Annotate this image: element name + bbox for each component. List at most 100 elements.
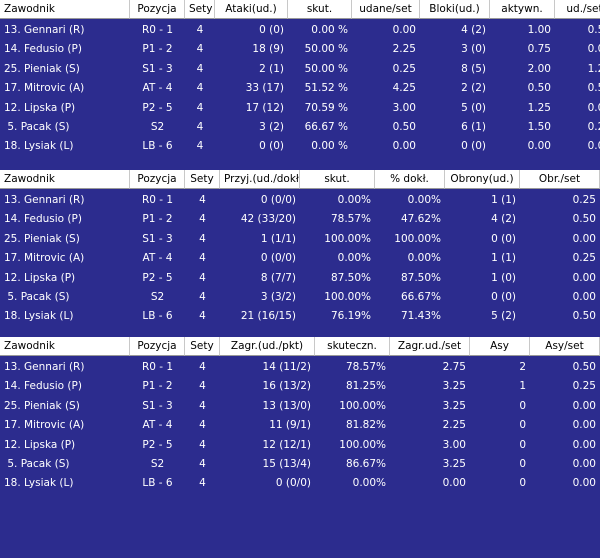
table-cell: 13. Gennari (R) (4, 24, 85, 36)
table-cell: 6 (1) (461, 121, 486, 133)
column-header[interactable]: Zawodnik (0, 0, 130, 19)
table-cell: 0.00 (572, 291, 596, 303)
column-header[interactable]: % dokł. (375, 170, 445, 189)
table-cell: 12. Lipska (P) (4, 438, 76, 451)
table-cell: 0.00 (572, 419, 596, 432)
table-cell: 0.50 (572, 361, 596, 373)
table-cell: 0.00% (407, 252, 441, 265)
column-header[interactable]: Pozycja (130, 0, 185, 19)
table-cell: 3.25 (442, 458, 466, 470)
table-cell: 0 (519, 419, 526, 432)
table-cell: 50.00 % (304, 62, 348, 75)
column-header[interactable]: Asy/set (530, 337, 600, 356)
table-cell: R0 - 1 (141, 361, 174, 373)
table-cell: 1 (1) (491, 252, 516, 265)
table-cell: 0.00 % (311, 24, 348, 36)
table-cell: 0.00 (527, 140, 551, 153)
table-cell: 21 (16/15) (240, 310, 296, 323)
table-cell: S2 (150, 121, 165, 133)
table-cell: 4 (199, 361, 206, 373)
table-cell: 3.00 (392, 101, 416, 114)
table-cell: 0 (0) (491, 232, 516, 245)
table-cell: 1.00 (527, 24, 551, 36)
table-cell: 17. Mitrovic (A) (4, 419, 85, 432)
table-cell: 3.25 (442, 399, 466, 412)
column-header[interactable]: udane/set (352, 0, 420, 19)
table-cell: 0.50 (527, 82, 551, 95)
table-cell: 5. Pacak (S) (4, 291, 70, 303)
column-header[interactable]: skuteczn. (315, 337, 390, 356)
column-header[interactable]: Pozycja (130, 170, 185, 189)
table-cell: 25. Pieniak (S) (4, 232, 80, 245)
column-header[interactable]: Sety (185, 170, 220, 189)
table-cell: 16 (13/2) (262, 380, 311, 393)
table-cell: 87.50% (330, 271, 371, 284)
table-cell: 0.00 (572, 399, 596, 412)
table-cell: 0.25 (572, 252, 596, 265)
table-cell: 33 (17) (245, 82, 284, 95)
table-cell: 4 (2) (491, 213, 516, 226)
table-cell: 100.00% (394, 232, 441, 245)
table-cell: 5 (2) (491, 310, 516, 323)
table-cell: 0 (0/0) (260, 194, 296, 206)
column-header[interactable]: Sety (185, 0, 215, 19)
table-cell: 0.00% (337, 194, 371, 206)
table-cell: 0.00 (572, 458, 596, 470)
table-cell: 0.00 % (311, 140, 348, 153)
table-cell: 2.75 (442, 361, 466, 373)
table-cell: 4 (199, 291, 206, 303)
table-cell: S1 - 3 (142, 62, 173, 75)
table-cell: 78.57% (345, 361, 386, 373)
column-header[interactable]: Sety (185, 337, 220, 356)
table-cell: 3 (3/2) (260, 291, 296, 303)
table-cell: 100.00% (324, 291, 371, 303)
column-header[interactable]: Zawodnik (0, 337, 130, 356)
column-header[interactable]: Asy (470, 337, 530, 356)
table-cell: 18. Lysiak (L) (4, 477, 74, 490)
table-cell: 4 (2) (461, 24, 486, 36)
table-cell: 1 (0) (491, 271, 516, 284)
table-cell: 0.00 (572, 232, 596, 245)
table-cell: 0 (0) (491, 291, 516, 303)
column-header[interactable]: aktywn. (490, 0, 555, 19)
table-cell: 5. Pacak (S) (4, 458, 70, 470)
column-header[interactable]: Ataki(ud.) (215, 0, 288, 19)
table-cell: 13 (13/0) (262, 399, 311, 412)
table-cell: 0 (519, 438, 526, 451)
table-cell: 0.00 (572, 438, 596, 451)
table-cell: 70.59 % (304, 101, 348, 114)
table-cell: 78.57% (330, 213, 371, 226)
column-header[interactable]: Pozycja (130, 337, 185, 356)
table-cell: 12 (12/1) (262, 438, 311, 451)
table-cell: 0.00 (392, 24, 416, 36)
column-header[interactable]: Bloki(ud.) (420, 0, 490, 19)
table-cell: 18 (9) (252, 43, 284, 56)
table-cell: 4 (199, 213, 206, 226)
table-cell: 8 (7/7) (260, 271, 296, 284)
table-cell: 13. Gennari (R) (4, 361, 85, 373)
table-cell: 0 (0/0) (275, 477, 311, 490)
table-cell: LB - 6 (142, 310, 173, 323)
table-cell: 1.25 (587, 62, 600, 75)
table-cell: 0 (0/0) (260, 252, 296, 265)
column-header[interactable]: Zagr.ud./set (390, 337, 470, 356)
table-cell: 86.67% (345, 458, 386, 470)
table-cell: 12. Lipska (P) (4, 101, 76, 114)
table-cell: 0.25 (572, 194, 596, 206)
table-cell: 0.00 (572, 271, 596, 284)
table-cell: 12. Lipska (P) (4, 271, 76, 284)
table-cell: 51.52 % (304, 82, 348, 95)
column-header[interactable]: skut. (288, 0, 352, 19)
table-cell: 0.00 (442, 477, 466, 490)
table-cell: 0.00% (337, 252, 371, 265)
column-header[interactable]: Zagr.(ud./pkt) (220, 337, 315, 356)
column-header[interactable]: Obrony(ud.) (445, 170, 520, 189)
table-cell: 4 (199, 477, 206, 490)
column-header[interactable]: ud./set (555, 0, 600, 19)
column-header[interactable]: Zawodnik (0, 170, 130, 189)
column-header[interactable]: Obr./set (520, 170, 600, 189)
table-cell: 0.00 (572, 477, 596, 490)
column-header[interactable]: skut. (300, 170, 375, 189)
column-header[interactable]: Przyj.(ud./dokł.) (220, 170, 300, 189)
